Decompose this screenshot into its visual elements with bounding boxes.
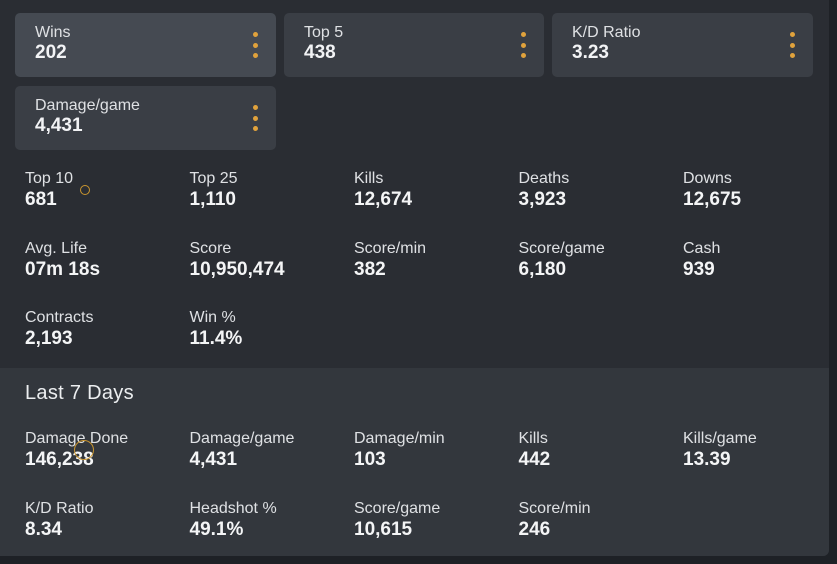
stat-item: Kills 12,674 xyxy=(354,170,519,240)
stat-label: Damage/game xyxy=(189,430,295,447)
stat-label: Top 10 xyxy=(25,170,74,187)
stat-label: Score/game xyxy=(354,499,441,517)
stat-item: Cash 939 xyxy=(683,240,829,310)
stat-item: Top 25 1,110 xyxy=(190,170,355,240)
featured-card-top-5[interactable]: Top 5 438 xyxy=(284,13,544,77)
stat-value: 10,615 xyxy=(354,518,413,540)
stat-value: 49.1% xyxy=(189,518,244,540)
stat-item: Avg. Life 07m 18s xyxy=(25,240,190,310)
stat-value: 4,431 xyxy=(35,115,83,136)
stat-value: 10,950,474 xyxy=(189,258,285,280)
stat-label: Avg. Life xyxy=(25,239,87,257)
more-options-icon[interactable] xyxy=(251,32,259,58)
featured-stats: Wins 202 Top 5 438 K/D Ratio 3.23 Damage… xyxy=(15,13,813,150)
stat-value: 2,193 xyxy=(25,328,73,349)
lifetime-stats-grid: Top 10 681 Top 25 1,110 Kills 12,674 Deaths… xyxy=(25,170,815,379)
stat-item: Downs 12,675 xyxy=(683,170,829,240)
stat-item: Top 10 681 xyxy=(25,170,190,240)
stat-item: Headshot % 49.1% xyxy=(190,500,355,557)
stat-value: 4,431 xyxy=(189,449,238,470)
stat-label: Deaths xyxy=(518,170,570,187)
more-options-icon[interactable] xyxy=(788,32,796,58)
featured-card-kd-ratio[interactable]: K/D Ratio 3.23 xyxy=(552,13,813,77)
stat-label: Damage/min xyxy=(354,430,445,447)
stat-value: 103 xyxy=(354,449,386,470)
stat-label: Top 5 xyxy=(304,24,344,41)
stat-item: Damage/min 103 xyxy=(354,430,519,500)
stat-value: 12,675 xyxy=(683,189,742,210)
last-7-days-section: Last 7 Days Damage Done 146,238 Damage/ga… xyxy=(0,368,829,556)
stat-label: Cash xyxy=(683,239,721,257)
stat-value: 13.39 xyxy=(683,449,731,470)
stat-value: 246 xyxy=(518,518,551,540)
stat-item: Score/min 382 xyxy=(354,240,519,310)
stat-item: Damage Done 146,238 xyxy=(25,430,190,500)
stat-value: 07m 18s xyxy=(25,258,101,280)
stat-label: Kills/game xyxy=(683,430,757,447)
stat-label: Score/min xyxy=(354,239,427,257)
featured-card-damage-per-game[interactable]: Damage/game 4,431 xyxy=(15,86,276,150)
stat-value: 11.4% xyxy=(189,328,243,349)
stat-label: Score xyxy=(189,239,232,257)
stat-value: 442 xyxy=(518,449,551,470)
stat-label: Wins xyxy=(35,24,71,41)
stat-label: Kills xyxy=(354,170,384,187)
stat-value: 146,238 xyxy=(25,449,94,470)
stat-item: Damage/game 4,431 xyxy=(190,430,355,500)
stat-item: Win % 11.4% xyxy=(190,309,355,379)
stat-value: 12,674 xyxy=(354,189,413,210)
stat-value: 438 xyxy=(304,42,336,63)
stat-value: 202 xyxy=(35,42,67,63)
stat-label: Damage Done xyxy=(25,430,129,447)
recent-stats-grid: Damage Done 146,238 Damage/game 4,431 Dama… xyxy=(25,430,815,556)
stat-item: Score/game 10,615 xyxy=(354,500,519,557)
stat-item: Kills 442 xyxy=(519,430,684,500)
more-options-icon[interactable] xyxy=(251,105,259,131)
stat-item: Score 10,950,474 xyxy=(190,240,355,310)
stat-item: Contracts 2,193 xyxy=(25,309,190,379)
stat-value: 3,923 xyxy=(518,189,567,210)
stat-value: 1,110 xyxy=(189,189,237,210)
stat-item: K/D Ratio 8.34 xyxy=(25,500,190,557)
stat-label: Win % xyxy=(189,309,236,326)
stat-label: Score/min xyxy=(518,499,591,517)
featured-card-wins[interactable]: Wins 202 xyxy=(15,13,276,77)
section-title: Last 7 Days xyxy=(25,382,134,404)
stat-value: 3.23 xyxy=(572,42,609,63)
stat-label: K/D Ratio xyxy=(572,24,641,41)
stat-label: Top 25 xyxy=(189,170,238,187)
stat-item: Score/min 246 xyxy=(519,500,684,557)
stat-label: Score/game xyxy=(518,239,605,257)
stat-value: 6,180 xyxy=(518,258,567,280)
stat-item: Kills/game 13.39 xyxy=(683,430,829,500)
stat-value: 681 xyxy=(25,189,57,210)
more-options-icon[interactable] xyxy=(519,32,527,58)
stat-item: Deaths 3,923 xyxy=(519,170,684,240)
stats-panel: Wins 202 Top 5 438 K/D Ratio 3.23 Damage… xyxy=(0,0,829,556)
stat-label: Kills xyxy=(518,430,548,447)
stat-label: Downs xyxy=(683,170,732,187)
stat-label: Contracts xyxy=(25,309,94,326)
stat-value: 8.34 xyxy=(25,518,62,540)
stat-item: Score/game 6,180 xyxy=(519,240,684,310)
stat-value: 382 xyxy=(354,258,386,280)
stat-label: Damage/game xyxy=(35,97,140,114)
stat-label: K/D Ratio xyxy=(25,499,94,517)
stat-label: Headshot % xyxy=(189,499,277,517)
stat-value: 939 xyxy=(683,258,715,280)
